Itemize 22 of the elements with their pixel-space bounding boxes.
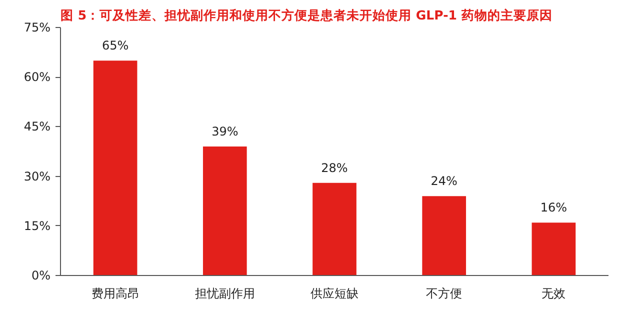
bar bbox=[312, 182, 356, 276]
data-label: 16% bbox=[540, 200, 568, 215]
y-tick-label: 60% bbox=[24, 70, 50, 84]
bar bbox=[532, 222, 576, 276]
bar bbox=[202, 146, 247, 276]
y-tick-label: 45% bbox=[24, 120, 50, 134]
bar bbox=[422, 196, 466, 276]
data-label: 39% bbox=[212, 124, 238, 139]
y-tick-label: 0% bbox=[31, 268, 51, 282]
y-tick-label: 15% bbox=[24, 218, 50, 233]
chart-title: 图 5：可及性差、担忧副作用和使用不方便是患者未开始使用 GLP-1 药物的主要原因 bbox=[60, 8, 552, 22]
data-label: 65% bbox=[102, 38, 129, 53]
x-tick-label: 无效 bbox=[542, 286, 566, 300]
y-tick-label: 30% bbox=[24, 169, 50, 184]
x-tick-label: 不方便 bbox=[426, 286, 462, 300]
bar bbox=[93, 60, 138, 276]
x-tick-label: 担忧副作用 bbox=[194, 286, 255, 300]
data-label: 24% bbox=[430, 174, 458, 188]
y-tick-label: 75% bbox=[24, 20, 50, 34]
x-tick-label: 费用高昂 bbox=[91, 286, 140, 300]
data-label: 28% bbox=[321, 160, 348, 175]
x-tick-label: 供应短缺 bbox=[310, 286, 358, 300]
